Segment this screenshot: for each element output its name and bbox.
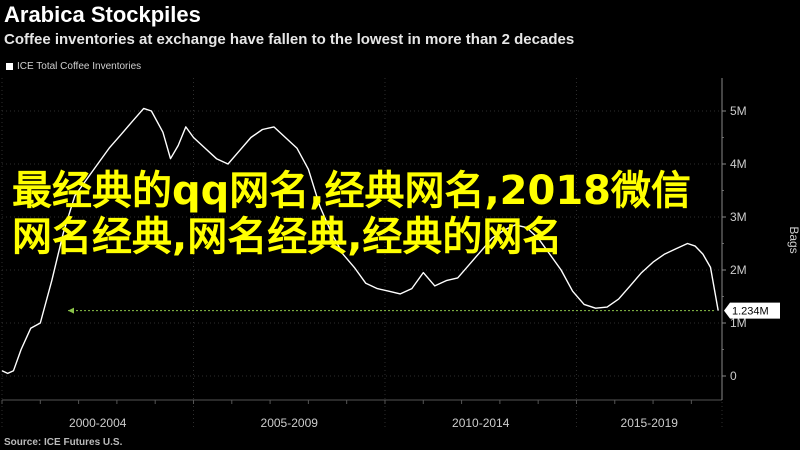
y-tick-label: 1M [730, 316, 747, 330]
legend-label: ICE Total Coffee Inventories [17, 61, 142, 72]
series-layer [1, 107, 719, 375]
y-axis-title: Bags [787, 226, 800, 253]
grid [1, 78, 723, 430]
last-value-label: 1.234M [732, 306, 769, 318]
legend-swatch [6, 63, 13, 70]
reference-arrow-icon [68, 307, 74, 314]
chart-title: Arabica Stockpiles [4, 2, 201, 27]
last-value-callout [724, 302, 780, 319]
y-tick-label: 0 [730, 369, 737, 383]
y-tick-label: 5M [730, 104, 747, 118]
y-axis-ticks: 0 1M 2M 3M 4M 5M [721, 78, 747, 400]
chart-subtitle: Coffee inventories at exchange have fall… [4, 31, 575, 48]
legend: ICE Total Coffee Inventories [6, 61, 141, 72]
y-tick-label: 3M [730, 210, 747, 224]
x-tick-label: 2010-2014 [452, 416, 510, 430]
last-value-callout-layer: 1.234M [724, 302, 780, 319]
x-tick-label: 2005-2009 [261, 416, 319, 430]
series-line [1, 107, 719, 375]
x-tick-label: 2015-2019 [621, 416, 679, 430]
y-tick-label: 4M [730, 157, 747, 171]
source-note: Source: ICE Futures U.S. [4, 437, 123, 448]
x-axis-bands: 2000-2004 2005-2009 2010-2014 2015-2019 [1, 399, 722, 430]
x-tick-label: 2000-2004 [69, 416, 127, 430]
y-tick-label: 2M [730, 263, 747, 277]
overlay-caption: 最经典的qq网名,经典网名,2018微信网名经典,网名经典,经典的网名 [12, 168, 691, 260]
reference-line-layer [68, 307, 714, 314]
